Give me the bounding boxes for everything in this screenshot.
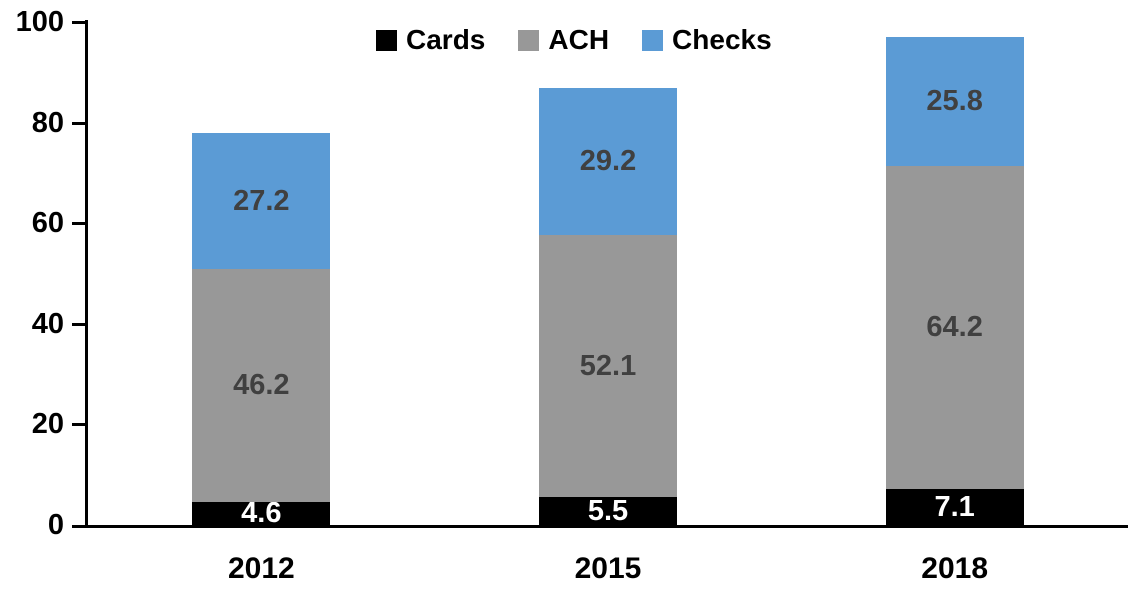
legend: Cards ACH Checks — [376, 26, 772, 54]
legend-item-checks: Checks — [642, 26, 772, 54]
legend-label-checks: Checks — [672, 24, 772, 55]
legend-label-ach: ACH — [548, 24, 610, 55]
bar-segment-ach-2018: 64.2 — [885, 166, 1024, 490]
x-tick-label-2015: 2015 — [574, 552, 642, 585]
x-tick-label-2018: 2018 — [921, 552, 989, 585]
legend-swatch-ach-icon — [518, 29, 540, 51]
x-axis-line — [72, 525, 1128, 528]
y-tick-mark-100 — [72, 21, 85, 24]
y-tick-label-0: 0 — [47, 509, 64, 541]
legend-swatch-cards-icon — [376, 29, 397, 51]
bar-segment-cards-2012: 4.6 — [192, 496, 331, 529]
bar-value-label-checks-2018: 25.8 — [926, 84, 983, 117]
bar-value-label-ach-2012: 46.2 — [233, 369, 290, 402]
bar-value-label-checks-2015: 29.2 — [579, 145, 637, 178]
bar-value-label-checks-2012: 27.2 — [233, 184, 290, 217]
y-tick-mark-20 — [72, 423, 85, 427]
legend-label-cards: Cards — [406, 24, 486, 55]
bar-segment-cards-2018: 7.1 — [885, 489, 1024, 525]
bar-segment-cards-2015: 5.5 — [539, 494, 677, 527]
y-tick-label-20: 20 — [31, 408, 64, 441]
bar-segment-checks-2015: 29.2 — [539, 88, 677, 236]
legend-swatch-checks-icon — [642, 29, 664, 51]
x-tick-label-2012: 2012 — [227, 552, 295, 585]
y-tick-mark-40 — [72, 322, 85, 326]
y-tick-mark-80 — [72, 121, 85, 125]
bar-value-label-cards-2015: 5.5 — [587, 494, 629, 527]
bar-segment-checks-2018: 25.8 — [885, 36, 1024, 167]
y-axis-line — [85, 20, 88, 528]
legend-item-ach: ACH — [518, 26, 609, 54]
bar-value-label-cards-2012: 4.6 — [241, 496, 282, 529]
bar-value-label-ach-2015: 52.1 — [579, 349, 637, 382]
bar-value-label-ach-2018: 64.2 — [926, 311, 983, 344]
legend-item-cards: Cards — [376, 26, 485, 54]
y-tick-mark-60 — [72, 222, 85, 226]
y-tick-label-60: 60 — [31, 207, 64, 240]
bar-value-label-cards-2018: 7.1 — [934, 490, 975, 523]
y-tick-label-40: 40 — [31, 307, 64, 340]
bar-segment-checks-2012: 27.2 — [192, 132, 331, 270]
y-tick-label-80: 80 — [31, 106, 64, 139]
bar-segment-ach-2015: 52.1 — [539, 235, 677, 498]
y-tick-label-100: 100 — [15, 6, 64, 38]
bar-segment-ach-2012: 46.2 — [192, 269, 331, 502]
